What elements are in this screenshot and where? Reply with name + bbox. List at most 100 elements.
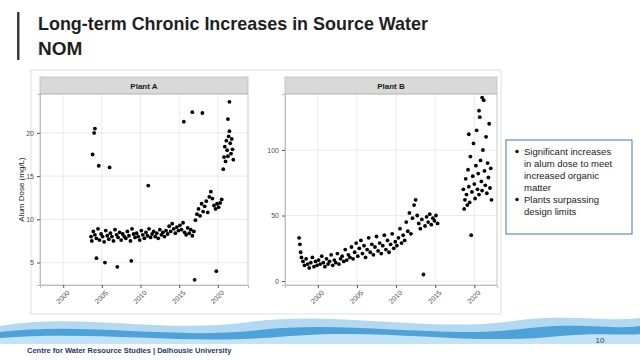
point: [469, 233, 473, 237]
point: [351, 257, 355, 261]
y-tick-mark: [37, 263, 40, 264]
point: [426, 220, 430, 224]
point: [95, 256, 99, 260]
point: [220, 198, 224, 202]
point: [368, 250, 372, 254]
y-tick-label: 10: [26, 216, 34, 223]
point: [127, 234, 131, 238]
point: [479, 180, 483, 184]
y-tick-mark: [37, 176, 40, 177]
callout-text: matter: [524, 182, 551, 193]
point: [464, 177, 468, 181]
point: [115, 265, 119, 269]
x-axis: 20002005201020152020: [286, 285, 498, 305]
point: [397, 236, 401, 240]
point: [401, 233, 405, 237]
y-axis: 0 50 100: [267, 95, 285, 286]
y-tick-label: 50: [271, 212, 279, 219]
point: [387, 250, 391, 254]
point: [376, 249, 380, 253]
point: [411, 216, 415, 220]
point: [214, 269, 218, 273]
x-tick-mark: [102, 285, 103, 288]
point: [141, 233, 145, 237]
point: [480, 96, 484, 100]
point: [436, 221, 440, 225]
point: [164, 229, 168, 233]
callout-text: Plants surpassing: [524, 194, 599, 205]
point: [389, 242, 393, 246]
y-tick: 100: [267, 147, 285, 154]
point: [367, 236, 371, 240]
point: [200, 202, 204, 206]
y-tick: 0: [275, 278, 285, 285]
x-tick-mark: [63, 285, 64, 288]
grid-line: [101, 94, 102, 285]
y-tick-mark: [37, 133, 40, 134]
point: [182, 120, 186, 124]
grid-line: [285, 149, 497, 150]
point: [156, 236, 160, 240]
point: [384, 248, 388, 252]
point: [228, 100, 232, 104]
point: [129, 239, 133, 243]
x-tick: 2000: [55, 285, 71, 305]
bullet: [515, 198, 519, 202]
wave: [0, 326, 640, 345]
point: [101, 235, 105, 239]
point: [200, 111, 204, 115]
point: [93, 127, 97, 131]
x-tick-mark: [179, 285, 180, 288]
facet-strip: [40, 77, 248, 94]
point: [350, 245, 354, 249]
x-tick: 2015: [171, 285, 187, 305]
point: [173, 231, 177, 235]
callout-text: in alum dose to meet: [524, 158, 613, 169]
point: [361, 252, 365, 256]
point: [423, 224, 427, 228]
point: [304, 257, 308, 261]
x-axis: 20002005201020152020: [41, 285, 249, 305]
point: [323, 265, 327, 269]
grid-line: [285, 281, 497, 282]
y-tick-label: 20: [26, 130, 34, 137]
grid-line: [40, 176, 248, 177]
point: [425, 215, 429, 219]
point: [190, 234, 194, 238]
point: [390, 232, 394, 236]
x-tick-label: 2015: [427, 289, 443, 305]
point: [144, 230, 148, 234]
plot-background: [40, 94, 248, 285]
y-tick-mark: [282, 216, 285, 217]
point: [371, 253, 375, 257]
point: [198, 214, 202, 218]
x-tick-mark: [357, 285, 358, 288]
point: [409, 232, 413, 236]
point: [353, 250, 357, 254]
point: [474, 164, 478, 168]
point: [146, 184, 150, 188]
point: [108, 166, 112, 170]
point: [434, 214, 438, 218]
point: [472, 142, 476, 146]
point: [166, 232, 170, 236]
x-tick-mark: [318, 285, 319, 288]
x-axis-line: [286, 286, 498, 289]
point: [483, 183, 487, 187]
point: [307, 266, 311, 270]
x-tick-mark: [474, 285, 475, 288]
point: [139, 229, 143, 233]
x-tick-label: 2020: [466, 289, 482, 305]
point: [155, 231, 159, 235]
point: [102, 240, 106, 244]
point: [378, 241, 382, 245]
point: [228, 129, 232, 133]
point: [297, 236, 301, 240]
point: [462, 207, 466, 211]
point: [395, 244, 399, 248]
point: [400, 241, 404, 245]
point: [125, 230, 129, 234]
point: [406, 229, 410, 233]
point: [129, 259, 133, 263]
x-tick-mark: [396, 285, 397, 288]
